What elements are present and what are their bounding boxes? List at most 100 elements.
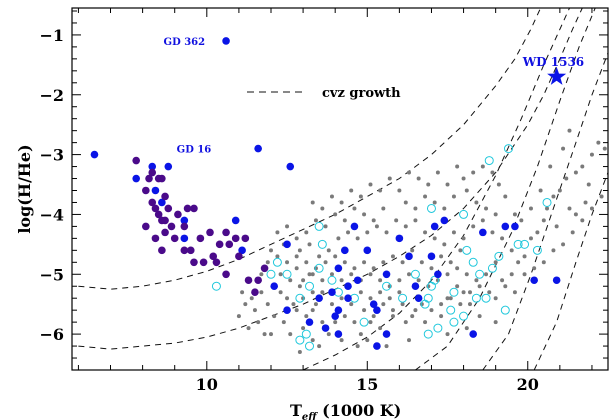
y-tick-label: −4 [39,205,64,224]
data-point-cyan [426,203,436,213]
data-point-cyan [420,299,430,309]
data-point-gray [602,146,607,151]
data-point-blue [479,228,487,237]
data-point-gray [403,224,408,229]
data-point-gray [333,212,338,217]
data-point-gray [301,278,306,283]
data-point-cyan [314,263,324,273]
data-point-gray [567,206,572,211]
data-point-star [547,66,567,85]
data-point-blue [334,264,343,273]
data-point-gray [236,314,241,319]
data-point-gray [477,314,482,319]
data-point-gray [313,218,318,223]
data-point-purple [174,210,182,219]
x-tick-label: 10 [196,375,218,394]
data-point-purple [161,216,169,225]
data-point-blue [328,288,336,297]
data-point-purple [225,240,234,249]
data-point-gray [291,302,296,307]
data-point-blue [90,150,99,159]
data-point-cyan [305,341,315,351]
data-point-gray [493,212,498,217]
data-point-gray [397,278,402,283]
data-point-gray [541,218,546,223]
data-point-gray [407,272,412,277]
data-point-gray [426,182,431,187]
data-point-gray [301,326,306,331]
data-point-gray [448,260,453,265]
data-point-purple [142,222,150,231]
data-point-blue [414,294,423,302]
data-point-blue [363,246,372,255]
data-point-cyan [423,293,433,303]
data-point-gray [573,212,578,217]
data-point-gray [320,320,325,325]
data-point-gray [381,260,386,265]
data-point-gray [368,272,373,277]
data-point-gray [288,278,293,283]
data-point-blue [334,306,343,314]
data-point-cyan [471,293,481,303]
data-point-purple [142,186,150,195]
data-point-gray [339,200,344,205]
data-point-blue [254,144,262,153]
data-point-gray [278,272,283,277]
data-point-cyan [327,275,337,285]
data-point-cyan [433,323,443,333]
data-point-gray [429,266,434,271]
data-point-gray [493,296,498,301]
data-point-gray [461,236,466,241]
data-point-gray [467,290,472,295]
data-point-purple [148,168,157,177]
data-point-cyan [513,239,523,249]
cvz-growth-curves [78,8,608,370]
data-point-blue [164,162,173,171]
data-point-purple [145,174,153,183]
data-point-gray [304,230,309,235]
data-point-gray [442,242,447,247]
data-point-gray [390,254,395,259]
data-point-cyan [382,281,392,291]
data-point-gray [259,290,264,295]
data-point-gray [461,290,466,295]
x-tick-label: 20 [517,375,539,394]
data-point-purple [148,198,157,207]
data-point-gray [439,314,444,319]
data-point-gray [268,332,273,337]
data-point-gray [445,332,450,337]
data-point-gray [329,302,334,307]
data-point-gray [589,206,594,211]
y-axis-label: log(H/He) [15,144,34,233]
data-point-cyan [359,317,369,327]
data-point-gray [294,236,299,241]
data-point-gray [442,206,447,211]
data-point-gray [374,224,379,229]
data-point-purple [215,240,224,249]
data-point-gray [265,302,270,307]
data-point-blue [321,324,330,332]
data-point-blue [151,186,160,195]
data-point-gray [297,248,302,253]
data-point-blue [434,270,442,279]
data-point-blue [405,252,413,261]
x-axis-label-subscript: eff [302,412,318,420]
data-point-gray [557,188,562,193]
data-point-cyan [449,317,459,327]
data-point-blue [238,246,246,255]
y-tick-label: −6 [39,325,64,344]
data-point-purple [209,252,218,261]
data-point-cyan [266,269,276,279]
data-point-cyan [468,257,478,267]
data-point-blue [411,282,420,291]
data-point-gray [323,224,328,229]
data-point-gray [355,344,360,349]
data-point-gray [567,128,572,133]
data-point-gray [387,176,392,181]
data-point-cyan [317,239,327,249]
x-axis-label-units: (1000 K) [322,401,401,420]
data-point-gray [564,176,569,181]
data-point-gray [285,224,290,229]
data-point-gray [352,266,357,271]
